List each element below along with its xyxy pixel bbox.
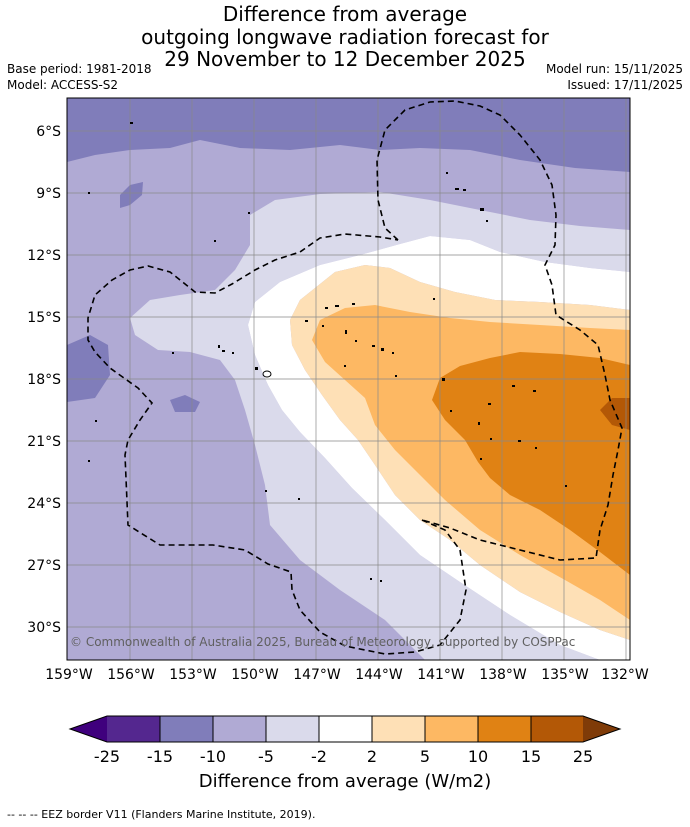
colorbar-tick: 25 [573,747,593,766]
colorbar: -25 -15 -10 -5 -2 2 5 10 15 25 [68,715,622,766]
lat-label: 6°S [36,124,61,140]
lat-label: 30°S [27,620,61,636]
base-period: Base period: 1981-2018 [7,62,152,76]
colorbar-extend-low [70,716,107,742]
issued-date: Issued: 17/11/2025 [567,78,683,92]
lon-label: 138°W [479,667,527,683]
colorbar-segment [478,716,531,742]
colorbar-segment [107,716,160,742]
eez-border [87,100,623,655]
anomaly-patch-medium-purple [120,182,143,208]
map-figure: © Commonwealth of Australia 2025, Bureau… [27,97,649,766]
lat-label: 21°S [27,434,61,450]
longitude-axis: 159°W 156°W 153°W 150°W 147°W 144°W 141°… [45,667,649,683]
colorbar-tick: 15 [521,747,541,766]
title-line-3: 29 November to 12 December 2025 [164,47,526,71]
colorbar-tick: -15 [147,747,173,766]
anomaly-band-medium-purple [67,98,630,172]
colorbar-segment [266,716,319,742]
gridlines [67,98,630,660]
colorbar-tick: -25 [94,747,120,766]
lat-label: 15°S [27,310,61,326]
anomaly-band-pale-lavender [130,192,630,660]
lon-label: 150°W [231,667,279,683]
colorbar-segment [319,716,372,742]
lon-label: 159°W [45,667,93,683]
lon-label: 147°W [293,667,341,683]
colorbar-segment [425,716,478,742]
lat-label: 18°S [27,372,61,388]
lat-label: 24°S [27,496,61,512]
map-frame [66,97,631,661]
anomaly-band-white [248,236,630,660]
lon-label: 144°W [355,667,403,683]
title-line-1: Difference from average [222,2,468,26]
model-name: Model: ACCESS-S2 [7,78,119,92]
eez-legend: -- -- -- EEZ border V11 (Flanders Marine… [7,808,316,821]
anomaly-band-dark-orange [600,398,630,430]
lat-label: 9°S [36,186,61,202]
colorbar-title: Difference from average (W/m2) [198,771,492,792]
anomaly-patch-medium-purple [67,335,110,402]
colorbar-segment [160,716,213,742]
colorbar-segment [531,716,583,742]
title-line-2: outgoing longwave radiation forecast for [141,25,549,49]
model-run: Model run: 15/11/2025 [545,62,683,76]
anomaly-band-orange [432,352,630,575]
lon-label: 135°W [541,667,589,683]
lat-label: 12°S [27,248,61,264]
colorbar-segment [372,716,425,742]
lon-label: 132°W [601,667,649,683]
colorbar-segment [213,716,266,742]
colorbar-tick: 5 [420,747,430,766]
lon-label: 156°W [107,667,155,683]
lon-label: 153°W [169,667,217,683]
latitude-axis: 6°S 9°S 12°S 15°S 18°S 21°S 24°S 27°S 30… [27,124,61,636]
colorbar-tick: -10 [200,747,226,766]
atoll-icon [262,370,272,378]
colorbar-extend-high [583,716,620,742]
copyright-notice: © Commonwealth of Australia 2025, Bureau… [70,635,575,649]
anomaly-patch-medium-purple [170,395,200,412]
colorbar-tick: 2 [367,747,377,766]
lat-label: 27°S [27,558,61,574]
colorbar-tick: -2 [311,747,327,766]
colorbar-tick: -5 [258,747,274,766]
lon-label: 141°W [417,667,465,683]
islands [88,122,567,582]
colorbar-tick: 10 [468,747,488,766]
